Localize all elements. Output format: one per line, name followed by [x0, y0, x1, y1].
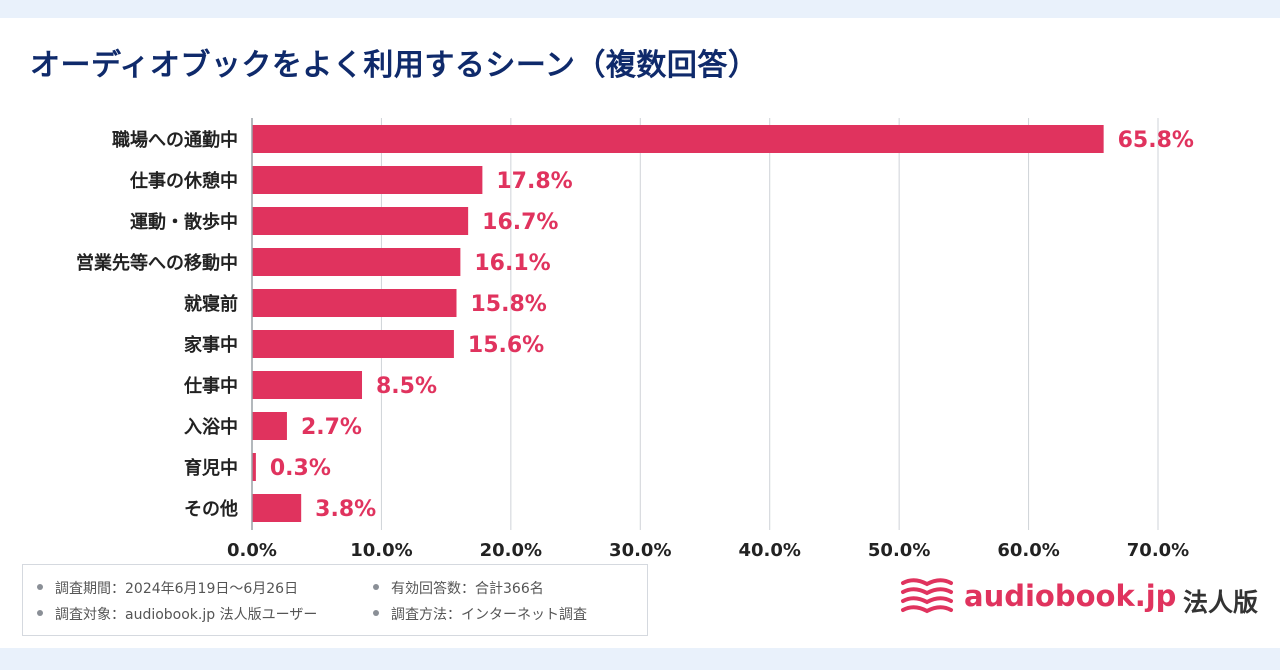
category-label: 仕事中	[183, 375, 238, 397]
note-target: 調査対象：audiobook.jp 法人版ユーザー	[37, 604, 317, 624]
logo-suffix: 法人版	[1183, 588, 1259, 617]
category-label: 仕事の休憩中	[129, 170, 238, 192]
bar	[252, 330, 454, 358]
value-label: 0.3%	[270, 456, 331, 481]
bar	[252, 248, 461, 276]
category-label: 営業先等への移動中	[76, 252, 238, 274]
bar	[252, 125, 1104, 153]
category-label: 育児中	[184, 457, 238, 479]
bar	[252, 453, 256, 481]
category-label: 運動・散歩中	[130, 211, 238, 233]
value-label: 3.8%	[315, 497, 376, 522]
chart-card: オーディオブックをよく利用するシーン（複数回答） 0.0% 10.0% 20.0% 3…	[0, 18, 1280, 648]
x-tick-label: 10.0%	[350, 540, 412, 558]
value-label: 16.1%	[474, 251, 550, 276]
bar	[252, 289, 457, 317]
category-label: その他	[184, 498, 238, 520]
value-label: 15.8%	[470, 292, 546, 317]
brand-logo[interactable]: audiobook.jp 法人版	[900, 575, 1260, 619]
value-label: 15.6%	[468, 333, 544, 358]
open-book-icon	[901, 578, 953, 614]
x-tick-label: 60.0%	[997, 540, 1059, 558]
value-label: 17.8%	[496, 169, 572, 194]
value-label: 8.5%	[376, 374, 437, 399]
value-label: 16.7%	[482, 210, 558, 235]
bar	[252, 412, 287, 440]
chart-title: オーディオブックをよく利用するシーン（複数回答）	[30, 48, 759, 83]
category-label: 就寝前	[184, 293, 238, 315]
value-label: 65.8%	[1118, 128, 1194, 153]
x-tick-label: 50.0%	[868, 540, 930, 558]
x-tick-label: 20.0%	[480, 540, 542, 558]
bar	[252, 494, 302, 522]
x-tick-label: 70.0%	[1127, 540, 1189, 558]
value-label: 2.7%	[301, 415, 362, 440]
category-label: 職場への通勤中	[112, 129, 238, 151]
note-period: 調査期間：2024年6月19日〜6月26日	[37, 578, 298, 598]
bar-chart: 0.0% 10.0% 20.0% 30.0% 40.0% 50.0% 60.0% 70.0% 職…	[76, 118, 1194, 558]
logo-text: audiobook.jp	[964, 579, 1177, 613]
category-label: 家事中	[184, 334, 238, 356]
survey-notes: 調査期間：2024年6月19日〜6月26日 有効回答数：合計366名 調査対象：…	[22, 564, 648, 636]
bar	[252, 207, 469, 235]
x-tick-label: 40.0%	[738, 540, 800, 558]
category-label: 入浴中	[184, 416, 238, 438]
note-responses: 有効回答数：合計366名	[373, 578, 544, 598]
bar	[252, 371, 363, 399]
x-tick-label: 0.0%	[227, 540, 277, 558]
x-tick-label: 30.0%	[609, 540, 671, 558]
note-method: 調査方法：インターネット調査	[373, 604, 587, 624]
bar	[252, 166, 483, 194]
